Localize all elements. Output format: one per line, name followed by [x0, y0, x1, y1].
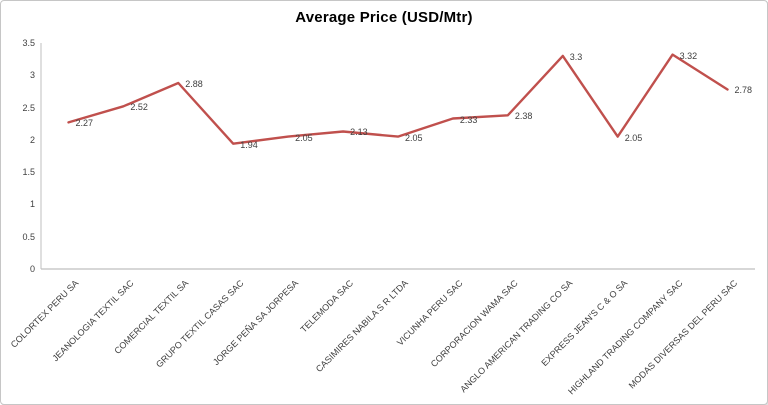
data-label: 2.05 — [405, 132, 423, 143]
data-label: 1.94 — [240, 139, 258, 150]
data-label: 2.33 — [459, 114, 478, 125]
y-tick-label: 1 — [29, 199, 35, 210]
y-tick-label: 0 — [29, 264, 35, 274]
y-tick-label: 1.5 — [22, 167, 35, 178]
data-label: 2.78 — [734, 85, 753, 96]
data-label: 2.05 — [624, 132, 643, 143]
data-label: 3.3 — [569, 51, 583, 62]
data-label: 2.88 — [185, 79, 203, 90]
data-label: 2.52 — [130, 102, 148, 113]
chart-title: Average Price (USD/Mtr) — [295, 9, 473, 26]
data-label: 3.32 — [679, 50, 698, 61]
y-tick-label: 2 — [29, 134, 35, 145]
data-label: 2.05 — [295, 132, 313, 143]
data-label: 2.27 — [75, 118, 93, 129]
y-tick-label: 3 — [29, 70, 35, 81]
y-tick-label: 0.5 — [22, 231, 35, 242]
y-tick-label: 3.5 — [22, 38, 35, 48]
price-series-line — [67, 53, 729, 145]
data-label: 2.38 — [514, 111, 533, 122]
data-label: 2.13 — [350, 127, 368, 138]
y-tick-label: 2.5 — [22, 102, 35, 113]
